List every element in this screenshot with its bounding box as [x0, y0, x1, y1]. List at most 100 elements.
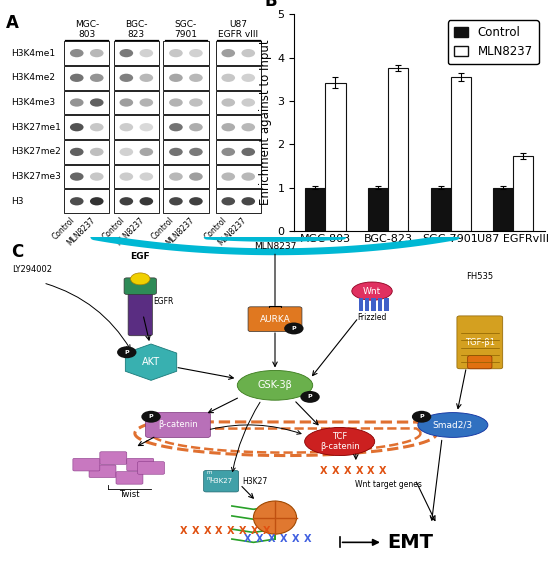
Text: X: X: [304, 534, 311, 544]
Text: X: X: [180, 526, 187, 536]
Ellipse shape: [140, 49, 153, 57]
Ellipse shape: [241, 74, 255, 82]
Text: Control: Control: [51, 215, 77, 241]
Ellipse shape: [140, 148, 153, 156]
Circle shape: [130, 273, 150, 285]
Ellipse shape: [222, 173, 235, 181]
Ellipse shape: [70, 123, 84, 131]
Text: U87: U87: [229, 19, 248, 29]
Circle shape: [300, 391, 320, 403]
Ellipse shape: [189, 49, 203, 57]
FancyBboxPatch shape: [457, 316, 503, 369]
FancyBboxPatch shape: [163, 115, 208, 139]
Text: Control: Control: [100, 215, 126, 241]
Text: β-catenin: β-catenin: [158, 421, 198, 429]
Ellipse shape: [241, 197, 255, 205]
Ellipse shape: [90, 74, 103, 82]
Text: X: X: [244, 534, 252, 544]
Ellipse shape: [222, 99, 235, 107]
Ellipse shape: [241, 148, 255, 156]
Ellipse shape: [352, 282, 392, 300]
Ellipse shape: [70, 173, 84, 181]
Circle shape: [284, 323, 304, 335]
Text: X: X: [280, 534, 287, 544]
FancyBboxPatch shape: [114, 66, 159, 89]
Circle shape: [412, 411, 431, 423]
Text: X: X: [191, 526, 199, 536]
Ellipse shape: [119, 99, 133, 107]
Ellipse shape: [189, 99, 203, 107]
Text: A: A: [6, 14, 18, 32]
Bar: [365, 298, 370, 311]
Text: AKT: AKT: [142, 357, 160, 367]
Ellipse shape: [70, 74, 84, 82]
Bar: [368, 188, 388, 231]
Ellipse shape: [119, 123, 133, 131]
FancyBboxPatch shape: [248, 307, 302, 332]
Ellipse shape: [241, 99, 255, 107]
Bar: [326, 83, 345, 231]
Text: Control: Control: [150, 215, 176, 241]
FancyBboxPatch shape: [126, 458, 154, 471]
FancyBboxPatch shape: [204, 470, 239, 492]
Text: EMT: EMT: [387, 533, 433, 552]
Text: EGF: EGF: [130, 253, 150, 261]
Text: MLN8237: MLN8237: [65, 215, 97, 247]
FancyBboxPatch shape: [216, 165, 261, 189]
Text: H3K4me3: H3K4me3: [11, 98, 55, 107]
Bar: [371, 298, 376, 311]
Text: H3K27me3: H3K27me3: [11, 172, 61, 181]
Ellipse shape: [140, 123, 153, 131]
Ellipse shape: [140, 173, 153, 181]
Ellipse shape: [90, 49, 103, 57]
Ellipse shape: [222, 197, 235, 205]
Text: X: X: [268, 534, 276, 544]
Text: Wnt target genes: Wnt target genes: [355, 479, 422, 488]
Text: P: P: [307, 394, 312, 400]
Text: TGF-β1: TGF-β1: [465, 338, 495, 347]
FancyBboxPatch shape: [163, 91, 208, 115]
FancyBboxPatch shape: [163, 42, 208, 65]
Text: SGC-: SGC-: [175, 19, 197, 29]
FancyBboxPatch shape: [64, 189, 109, 213]
Ellipse shape: [237, 370, 313, 400]
Text: X: X: [227, 526, 234, 536]
Text: EGFR: EGFR: [154, 296, 174, 306]
Circle shape: [141, 411, 161, 423]
FancyBboxPatch shape: [114, 115, 159, 139]
Ellipse shape: [119, 148, 133, 156]
Text: GSK-3β: GSK-3β: [257, 380, 293, 390]
Ellipse shape: [119, 173, 133, 181]
Text: P: P: [419, 414, 424, 419]
FancyBboxPatch shape: [163, 140, 208, 164]
Ellipse shape: [169, 123, 183, 131]
Text: Smad2/3: Smad2/3: [433, 421, 473, 429]
Ellipse shape: [169, 49, 183, 57]
Text: P: P: [124, 350, 129, 355]
Ellipse shape: [70, 148, 84, 156]
Text: AURKA: AURKA: [260, 315, 290, 324]
Bar: [384, 298, 389, 311]
Text: Control: Control: [202, 215, 228, 241]
Ellipse shape: [119, 49, 133, 57]
Ellipse shape: [90, 123, 103, 131]
FancyBboxPatch shape: [114, 42, 159, 65]
Ellipse shape: [70, 197, 84, 205]
Text: X: X: [367, 466, 375, 477]
FancyBboxPatch shape: [64, 42, 109, 65]
Legend: Control, MLN8237: Control, MLN8237: [448, 20, 538, 64]
FancyBboxPatch shape: [64, 140, 109, 164]
Ellipse shape: [222, 74, 235, 82]
Bar: [359, 298, 363, 311]
Text: MGC-: MGC-: [75, 19, 99, 29]
Text: X: X: [251, 526, 258, 536]
Text: B: B: [264, 0, 277, 10]
Text: Wnt: Wnt: [363, 287, 381, 296]
FancyBboxPatch shape: [114, 189, 159, 213]
Ellipse shape: [305, 428, 375, 455]
Ellipse shape: [169, 173, 183, 181]
Ellipse shape: [189, 148, 203, 156]
Bar: [378, 298, 382, 311]
FancyBboxPatch shape: [64, 115, 109, 139]
FancyBboxPatch shape: [216, 140, 261, 164]
